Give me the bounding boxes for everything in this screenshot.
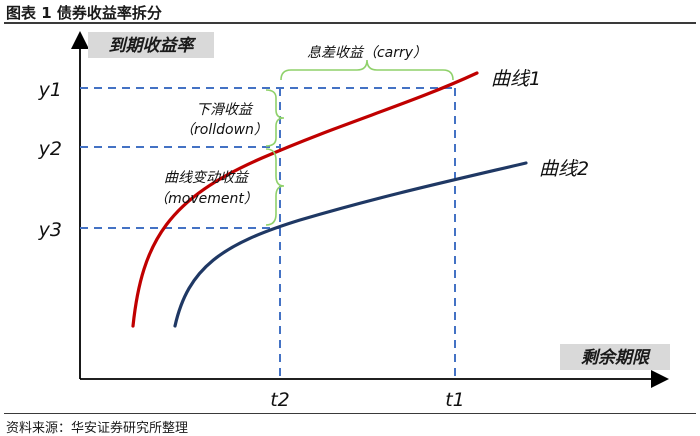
rolldown-brace xyxy=(265,89,285,147)
figure-title: 图表 1 债券收益率拆分 xyxy=(6,4,162,22)
carry-label: 息差收益（carry） xyxy=(307,45,427,61)
movement-brace xyxy=(265,148,285,226)
y-tick-y1: y1 xyxy=(38,79,62,101)
curve-1 xyxy=(131,71,479,328)
x-axis-label: 剩余期限 xyxy=(581,348,651,368)
curve-2 xyxy=(173,161,528,328)
source-note: 资料来源：华安证券研究所整理 xyxy=(6,421,189,436)
curve-2-label: 曲线2 xyxy=(539,158,589,180)
carry-brace xyxy=(280,59,454,81)
x-tick-t2: t2 xyxy=(270,389,290,411)
y-tick-y2: y2 xyxy=(38,138,62,160)
y-axis-label: 到期收益率 xyxy=(109,36,197,56)
rolldown-label-line2: （rolldown） xyxy=(180,122,268,138)
title-rule xyxy=(4,22,696,24)
x-axis-label-box xyxy=(560,344,670,370)
rolldown-label-line1: 下滑收益 xyxy=(196,102,254,118)
y-tick-y3: y3 xyxy=(38,219,62,241)
guide-lines xyxy=(80,87,456,379)
curve-1-label: 曲线1 xyxy=(491,68,541,90)
source-rule xyxy=(4,413,696,414)
x-tick-t1: t1 xyxy=(445,389,465,411)
movement-label-line1: 曲线变动收益 xyxy=(164,170,250,186)
y-axis-label-box xyxy=(88,32,214,58)
movement-label-line2: （movement） xyxy=(154,191,258,207)
